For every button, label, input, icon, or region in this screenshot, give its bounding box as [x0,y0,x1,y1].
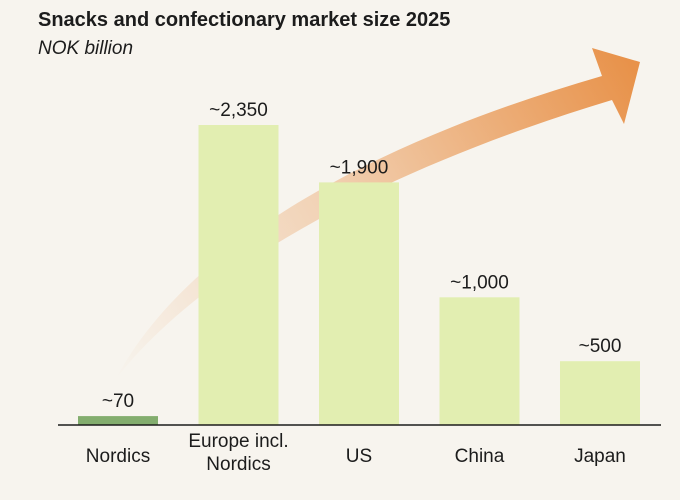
bar-europe-incl-nordics [198,125,279,425]
bar-china [439,297,520,425]
category-label: US [346,446,372,467]
category-label: Japan [574,446,626,467]
bar-nordics [78,416,158,425]
value-label: ~70 [102,391,134,412]
value-label: ~500 [579,336,622,357]
trend-arrow [115,48,640,380]
category-label: Europe incl. Nordics [188,431,288,475]
chart-subtitle: NOK billion [38,38,134,59]
value-label: ~1,000 [450,272,509,293]
bar-us [319,182,399,425]
category-label: China [455,446,505,467]
value-label: ~2,350 [209,100,268,121]
value-label: ~1,900 [330,157,389,178]
category-label: Nordics [86,446,150,467]
bar-japan [560,361,640,425]
chart-title: Snacks and confectionary market size 202… [38,9,451,31]
